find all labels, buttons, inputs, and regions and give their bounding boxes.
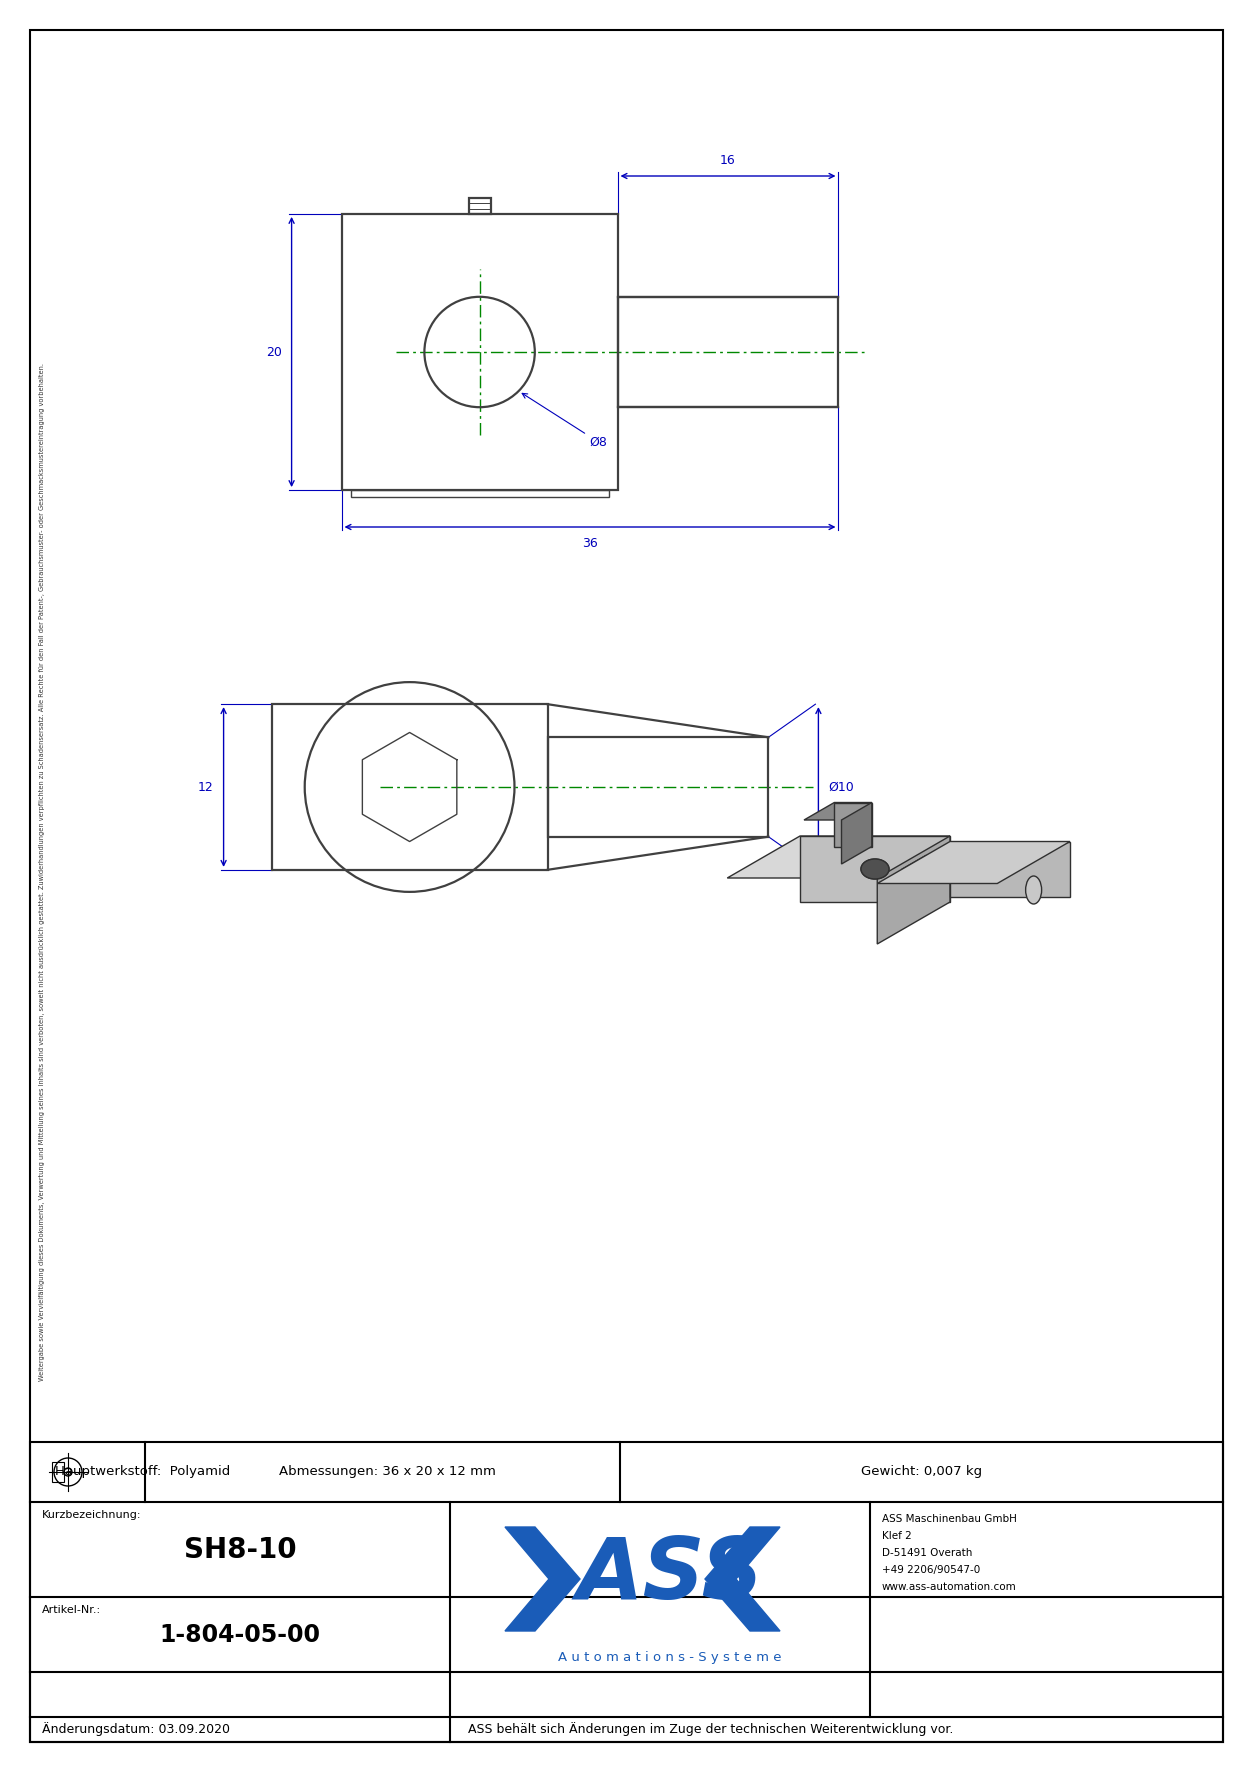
Text: 12: 12	[198, 780, 213, 794]
Polygon shape	[834, 803, 872, 847]
Text: Gewicht: 0,007 kg: Gewicht: 0,007 kg	[861, 1465, 982, 1478]
Text: Änderungsdatum: 03.09.2020: Änderungsdatum: 03.09.2020	[43, 1722, 231, 1737]
Ellipse shape	[861, 859, 888, 879]
Text: 20: 20	[266, 346, 282, 358]
Polygon shape	[727, 836, 950, 877]
Bar	[548, 737, 768, 836]
Text: A u t o m a t i o n s - S y s t e m e: A u t o m a t i o n s - S y s t e m e	[559, 1650, 782, 1664]
Text: ASS behält sich Änderungen im Zuge der technischen Weiterentwicklung vor.: ASS behält sich Änderungen im Zuge der t…	[469, 1722, 954, 1737]
Text: Klef 2: Klef 2	[882, 1531, 912, 1542]
Ellipse shape	[1026, 875, 1041, 904]
Polygon shape	[901, 856, 1046, 870]
Polygon shape	[705, 1527, 781, 1630]
Text: ASS Maschinenbau GmbH: ASS Maschinenbau GmbH	[882, 1513, 1017, 1524]
Bar	[53, 1462, 64, 1481]
Bar	[618, 296, 838, 408]
Polygon shape	[804, 803, 872, 820]
Text: Artikel-Nr.:: Artikel-Nr.:	[43, 1605, 101, 1614]
Text: 36: 36	[583, 537, 598, 549]
Text: www.ass-automation.com: www.ass-automation.com	[882, 1582, 1016, 1591]
Polygon shape	[505, 1527, 580, 1630]
Text: Kurzbezeichnung:: Kurzbezeichnung:	[43, 1510, 142, 1520]
Bar	[342, 214, 618, 491]
Text: D-51491 Overath: D-51491 Overath	[882, 1549, 972, 1558]
Bar	[469, 198, 491, 214]
Polygon shape	[950, 842, 1070, 897]
Bar	[30, 1442, 1223, 1742]
Polygon shape	[877, 836, 950, 944]
Polygon shape	[877, 842, 1070, 884]
Ellipse shape	[861, 859, 888, 879]
Text: 16: 16	[720, 154, 736, 167]
Text: Ø10: Ø10	[828, 780, 855, 794]
Text: ASS: ASS	[576, 1535, 764, 1618]
Text: Abmessungen: 36 x 20 x 12 mm: Abmessungen: 36 x 20 x 12 mm	[279, 1465, 496, 1478]
Polygon shape	[799, 836, 950, 902]
Text: 1-804-05-00: 1-804-05-00	[159, 1623, 321, 1646]
Bar	[351, 491, 609, 496]
Text: Hauptwerkstoff:  Polyamid: Hauptwerkstoff: Polyamid	[55, 1465, 231, 1478]
Bar	[272, 703, 548, 870]
Text: +49 2206/90547-0: +49 2206/90547-0	[882, 1565, 980, 1575]
Text: Ø8: Ø8	[523, 393, 608, 448]
Polygon shape	[842, 803, 872, 865]
Text: Weitergabe sowie Vervielfältigung dieses Dokuments, Verwertung und Mitteilung se: Weitergabe sowie Vervielfältigung dieses…	[39, 363, 45, 1380]
Text: SH8-10: SH8-10	[184, 1536, 296, 1563]
